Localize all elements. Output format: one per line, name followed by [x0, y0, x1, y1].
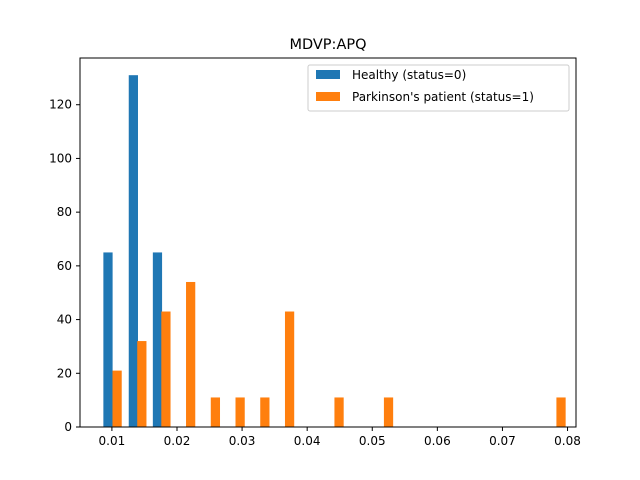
legend-swatch-healthy: [316, 70, 340, 79]
legend-label-parkinsons: Parkinson's patient (status=1): [352, 90, 534, 104]
x-tick-label-1: 0.02: [164, 434, 191, 448]
bar-series1-7: [284, 311, 295, 427]
y-tick-label-2: 40: [57, 313, 72, 327]
y-tick-label-0: 0: [64, 420, 72, 434]
chart-title: MDVP:APQ: [289, 37, 366, 53]
bar-series0-1: [128, 75, 138, 427]
x-tick-label-0: 0.01: [99, 434, 126, 448]
bar-series1-1: [137, 341, 147, 427]
x-tick-label-3: 0.04: [294, 434, 321, 448]
bars-layer: [103, 75, 566, 427]
bar-series1-2: [161, 311, 171, 427]
legend-swatch-parkinsons: [316, 92, 340, 101]
bar-series0-2: [152, 252, 163, 427]
legend-frame: [307, 64, 570, 112]
bar-series1-3: [186, 281, 196, 427]
bar-series1-8: [334, 397, 344, 427]
bar-series0-0: [103, 252, 113, 427]
y-tick-label-4: 80: [57, 205, 72, 219]
y-tick-label-6: 120: [49, 98, 72, 112]
legend-label-healthy: Healthy (status=0): [352, 68, 466, 82]
x-tick-label-7: 0.08: [554, 434, 581, 448]
axes-layer: 0.01 0.02 0.03 0.04 0.05 0.06 0.07 0.08 0 20 40 60 8…: [49, 57, 581, 448]
bar-series1-9: [383, 397, 394, 427]
bar-series1-4: [210, 397, 221, 427]
x-tick-label-6: 0.07: [489, 434, 516, 448]
x-tick-label-4: 0.05: [359, 434, 386, 448]
y-tick-label-5: 100: [49, 151, 72, 165]
bar-series1-6: [260, 397, 270, 427]
y-tick-label-3: 60: [57, 259, 72, 273]
plot-frame: [79, 57, 577, 428]
bar-series1-5: [235, 397, 245, 427]
x-tick-label-5: 0.06: [424, 434, 451, 448]
bar-series1-0: [112, 370, 122, 427]
y-tick-label-1: 20: [57, 366, 72, 380]
bar-series1-10: [556, 397, 566, 427]
x-tick-label-2: 0.03: [229, 434, 256, 448]
legend: Healthy (status=0) Parkinson's patient (…: [307, 64, 570, 112]
